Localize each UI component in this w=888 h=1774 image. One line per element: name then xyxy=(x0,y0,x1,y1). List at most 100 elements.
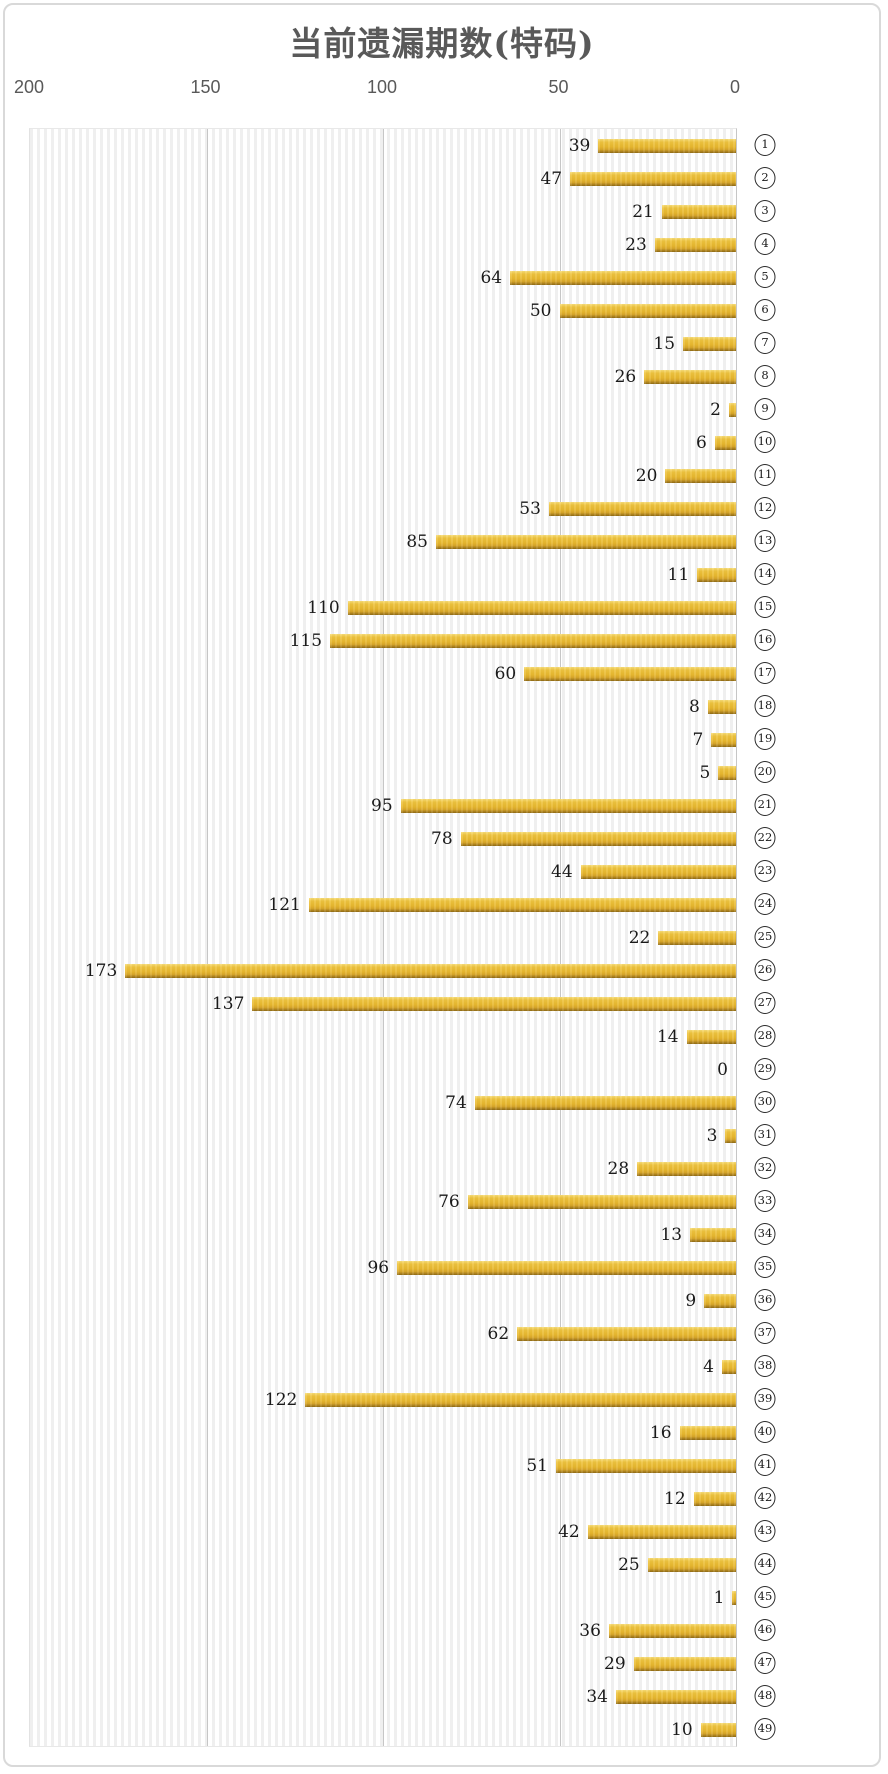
bar-row: 23 xyxy=(30,228,736,261)
category-badge: 14 xyxy=(754,562,776,585)
x-axis-tick-label: 200 xyxy=(13,77,45,97)
bar-value-label: 78 xyxy=(431,828,453,849)
category-badge-label: 45 xyxy=(757,1588,773,1603)
bar-row: 14 xyxy=(30,1020,736,1053)
bar-value-label: 22 xyxy=(628,927,651,948)
category-badge: 32 xyxy=(754,1156,776,1179)
category-badge: 28 xyxy=(754,1024,776,1047)
bar xyxy=(305,1392,736,1407)
category-badge: 35 xyxy=(754,1255,776,1278)
category-badge-label: 25 xyxy=(757,928,773,943)
category-badge: 30 xyxy=(754,1090,776,1113)
bar xyxy=(700,1722,736,1737)
category-badge: 40 xyxy=(754,1420,776,1443)
bar-value-label: 96 xyxy=(367,1257,390,1278)
bar xyxy=(308,897,736,912)
bar-row: 115 xyxy=(30,624,736,657)
bar-value-label: 42 xyxy=(558,1521,580,1542)
x-axis: 200 150 100 50 0 xyxy=(5,77,879,101)
bar xyxy=(460,831,736,846)
bar-row: 11 xyxy=(30,558,736,591)
bar-value-label: 21 xyxy=(632,201,654,222)
bar-row: 85 xyxy=(30,525,736,558)
bar-row: 47 xyxy=(30,162,736,195)
category-badge: 49 xyxy=(754,1717,776,1740)
bar-value-label: 8 xyxy=(688,696,700,717)
bar-value-label: 10 xyxy=(671,1719,693,1740)
bar-value-label: 34 xyxy=(586,1686,608,1707)
chart-title: 当前遗漏期数(特码) xyxy=(289,24,595,63)
bar-value-label: 2 xyxy=(710,399,721,420)
category-badge: 33 xyxy=(754,1189,776,1212)
bar-row: 22 xyxy=(30,921,736,954)
category-badge: 31 xyxy=(754,1123,776,1146)
category-badge: 43 xyxy=(754,1519,776,1542)
bar-row: 8 xyxy=(30,690,736,723)
bar xyxy=(598,138,736,153)
category-badge-label: 11 xyxy=(757,466,773,481)
category-badge-label: 1 xyxy=(761,136,769,151)
bar-value-label: 36 xyxy=(579,1620,601,1641)
category-badge-label: 10 xyxy=(757,433,773,448)
category-badge-label: 7 xyxy=(761,334,769,349)
category-badge-label: 9 xyxy=(761,400,769,415)
bar-value-label: 115 xyxy=(289,630,323,651)
bar-value-label: 12 xyxy=(664,1488,686,1509)
bar-row: 64 xyxy=(30,261,736,294)
category-badge-label: 15 xyxy=(757,598,773,613)
category-badge-label: 19 xyxy=(757,730,773,745)
bar xyxy=(347,600,736,615)
bar-row: 4 xyxy=(30,1350,736,1383)
category-badge-label: 17 xyxy=(757,664,773,679)
bar-value-label: 20 xyxy=(635,465,658,486)
category-badge-label: 34 xyxy=(757,1225,773,1240)
category-badge: 21 xyxy=(754,793,776,816)
category-badge: 47 xyxy=(754,1651,776,1674)
bar-row: 26 xyxy=(30,360,736,393)
gridline xyxy=(559,129,561,1746)
bar-row: 96 xyxy=(30,1251,736,1284)
category-badge: 44 xyxy=(754,1552,776,1575)
bar-row: 6 xyxy=(30,426,736,459)
gridline xyxy=(206,129,208,1746)
bar-row: 173 xyxy=(30,954,736,987)
category-badge-label: 42 xyxy=(757,1489,773,1504)
bar-value-label: 173 xyxy=(84,960,118,981)
bar xyxy=(467,1194,736,1209)
category-badge-label: 44 xyxy=(757,1555,773,1570)
category-badge-label: 46 xyxy=(757,1621,773,1636)
category-badge: 11 xyxy=(754,463,776,486)
category-badge-label: 4 xyxy=(761,235,769,250)
bar-row: 42 xyxy=(30,1515,736,1548)
bar xyxy=(435,534,736,549)
category-badge-label: 14 xyxy=(757,565,773,580)
bar-value-label: 0 xyxy=(717,1059,728,1080)
bar-row: 95 xyxy=(30,789,736,822)
bar-value-label: 50 xyxy=(529,300,552,321)
bar-value-label: 6 xyxy=(696,432,707,453)
bar-value-label: 3 xyxy=(706,1125,718,1146)
bar xyxy=(665,468,736,483)
bar-value-label: 47 xyxy=(540,168,563,189)
category-badge-label: 31 xyxy=(757,1126,773,1141)
bar-value-label: 9 xyxy=(685,1290,697,1311)
category-badge-label: 13 xyxy=(757,532,773,547)
category-badge: 9 xyxy=(754,397,776,420)
x-axis-tick-label: 50 xyxy=(548,77,569,97)
bar-value-label: 60 xyxy=(494,663,517,684)
bar-row: 20 xyxy=(30,459,736,492)
bar xyxy=(555,1458,736,1473)
category-badge: 29 xyxy=(754,1057,776,1080)
category-badge-label: 16 xyxy=(757,631,773,646)
category-badge: 23 xyxy=(754,859,776,882)
bar-value-label: 23 xyxy=(625,234,647,255)
category-badge: 37 xyxy=(754,1321,776,1344)
gridline xyxy=(383,129,384,1746)
x-axis-tick-label: 150 xyxy=(190,77,221,97)
bar-value-label: 26 xyxy=(614,366,637,387)
bar xyxy=(686,1029,736,1044)
bar-value-label: 85 xyxy=(406,531,428,552)
bar-row: 36 xyxy=(30,1614,736,1647)
category-badge: 20 xyxy=(754,760,776,783)
bar-row: 51 xyxy=(30,1449,736,1482)
